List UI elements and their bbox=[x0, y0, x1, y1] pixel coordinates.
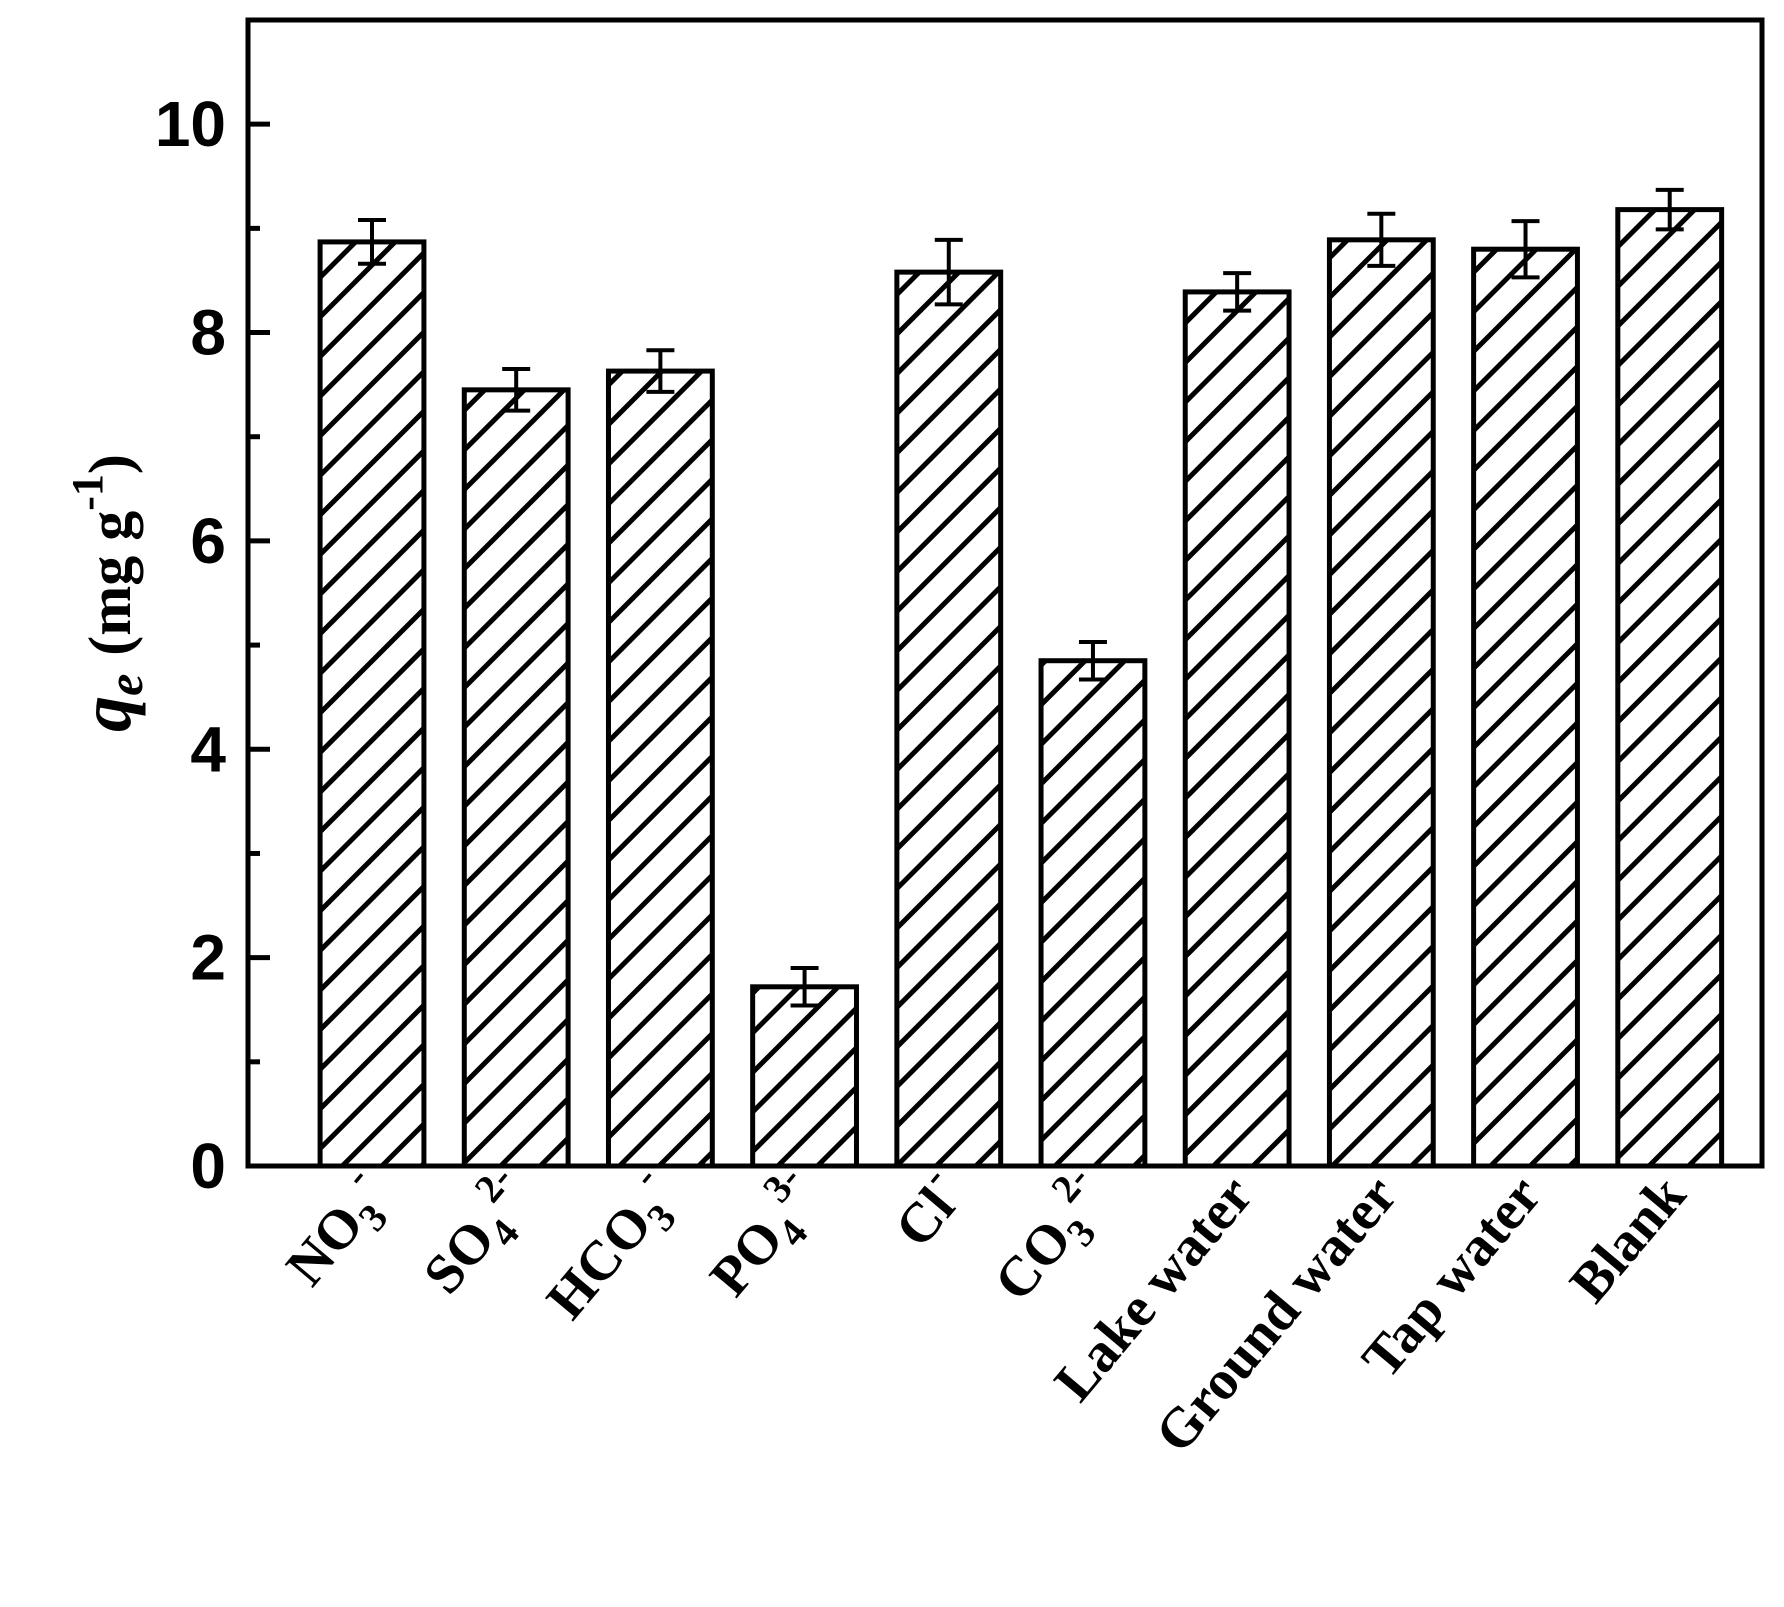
bars-group bbox=[317, 207, 1725, 1166]
x-tick-label: HCO3- bbox=[525, 1156, 696, 1337]
y-axis-ticks: 0 2 4 6 8 10 bbox=[155, 17, 270, 1202]
plot-frame bbox=[245, 17, 1765, 1169]
bar bbox=[605, 368, 715, 1166]
bar bbox=[1038, 658, 1148, 1166]
y-axis-label: qe(mg g-1) bbox=[63, 454, 153, 732]
x-tick-label: PO43- bbox=[688, 1156, 840, 1314]
bar bbox=[461, 387, 571, 1166]
bar bbox=[750, 984, 859, 1166]
bar bbox=[317, 239, 427, 1166]
bar bbox=[1615, 207, 1725, 1166]
bar bbox=[1182, 289, 1292, 1166]
y-tick-label: 0 bbox=[190, 1130, 226, 1202]
y-tick-label: 6 bbox=[190, 505, 226, 577]
error-bars-group bbox=[358, 187, 1684, 1008]
x-axis-labels: NO3-SO42-HCO3-PO43- Cl-CO32-Lake waterGro… bbox=[265, 1156, 1698, 1464]
y-tick-label: 8 bbox=[190, 297, 226, 369]
bar bbox=[1326, 237, 1436, 1166]
y-tick-label: 10 bbox=[155, 88, 226, 160]
x-tick-label: CO32- bbox=[973, 1156, 1129, 1319]
x-tick-label: SO42- bbox=[402, 1156, 552, 1312]
x-tick-label: NO3- bbox=[265, 1156, 408, 1304]
x-tick-label: Cl- bbox=[873, 1156, 976, 1259]
bar bbox=[1471, 246, 1580, 1166]
bar bbox=[894, 269, 1004, 1166]
y-tick-label: 4 bbox=[190, 713, 226, 785]
y-tick-label: 2 bbox=[190, 922, 226, 994]
x-tick-label: Blank bbox=[1558, 1164, 1698, 1314]
